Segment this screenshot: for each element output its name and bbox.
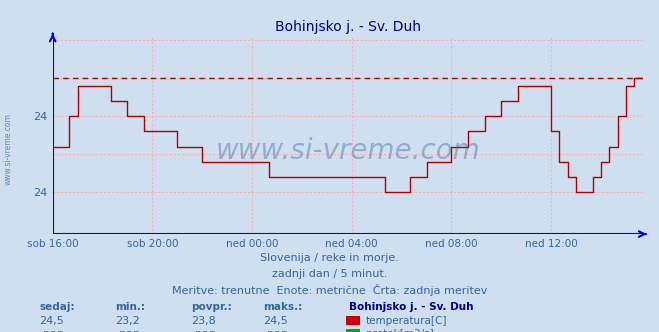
Text: temperatura[C]: temperatura[C] xyxy=(366,316,447,326)
Text: sedaj:: sedaj: xyxy=(40,302,75,312)
Text: -nan: -nan xyxy=(40,329,65,332)
Text: Meritve: trenutne  Enote: metrične  Črta: zadnja meritev: Meritve: trenutne Enote: metrične Črta: … xyxy=(172,284,487,296)
Text: zadnji dan / 5 minut.: zadnji dan / 5 minut. xyxy=(272,269,387,279)
Text: 23,8: 23,8 xyxy=(191,316,216,326)
Text: -nan: -nan xyxy=(264,329,289,332)
Text: -nan: -nan xyxy=(191,329,216,332)
Text: 24,5: 24,5 xyxy=(40,316,65,326)
Title: Bohinjsko j. - Sv. Duh: Bohinjsko j. - Sv. Duh xyxy=(275,20,420,34)
Text: Bohinjsko j. - Sv. Duh: Bohinjsko j. - Sv. Duh xyxy=(349,302,474,312)
Text: povpr.:: povpr.: xyxy=(191,302,232,312)
Text: 24,5: 24,5 xyxy=(264,316,289,326)
Text: 23,2: 23,2 xyxy=(115,316,140,326)
Text: maks.:: maks.: xyxy=(264,302,303,312)
Text: Slovenija / reke in morje.: Slovenija / reke in morje. xyxy=(260,253,399,263)
Text: min.:: min.: xyxy=(115,302,146,312)
Text: -nan: -nan xyxy=(115,329,140,332)
Text: www.si-vreme.com: www.si-vreme.com xyxy=(215,137,480,165)
Text: www.si-vreme.com: www.si-vreme.com xyxy=(3,114,13,185)
Text: pretok[m3/s]: pretok[m3/s] xyxy=(366,329,434,332)
